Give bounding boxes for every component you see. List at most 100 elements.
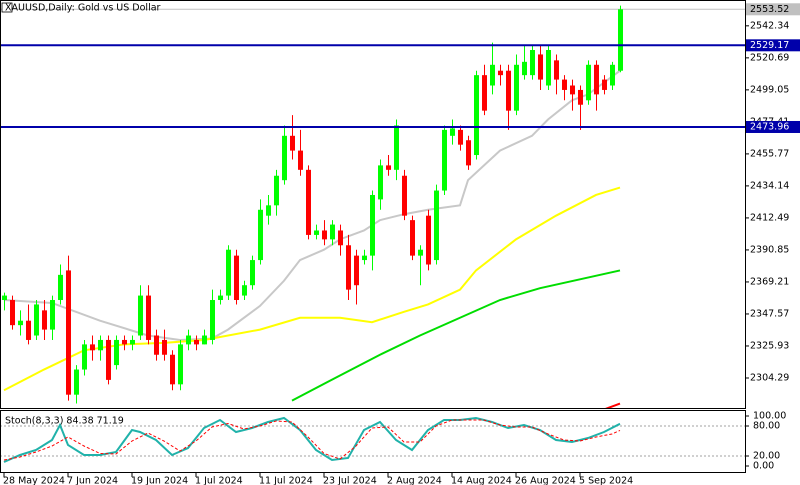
last-price-box	[746, 3, 800, 16]
indicator-plot	[1, 416, 745, 463]
series-line	[3, 69, 621, 341]
level-label-box	[746, 120, 800, 133]
x-tick-label: 1 Jul 2024	[195, 476, 243, 485]
candle-body	[562, 79, 567, 90]
candle-body	[298, 150, 303, 170]
y-tick-label: 2499.05	[750, 84, 789, 95]
candle-body	[106, 339, 111, 380]
candle-body	[514, 64, 519, 111]
y-tick-label: 2520.69	[750, 52, 789, 63]
y-tick-label: 80.00	[753, 421, 780, 432]
candle-body	[602, 79, 607, 90]
y-tick-label: 2304.29	[750, 372, 789, 383]
candle-body	[506, 70, 511, 111]
candle-body	[314, 230, 319, 235]
candle-body	[162, 339, 167, 355]
chart-title: XAUUSD,Daily: Gold vs US Dollar	[5, 3, 161, 14]
x-tick-label: 14 Aug 2024	[451, 476, 512, 485]
x-tick-label: 5 Sep 2024	[579, 476, 633, 485]
candle-body	[594, 64, 599, 95]
indicator-title: Stoch(8,3,3) 84.38 71.19	[5, 416, 124, 427]
candle-body	[530, 50, 535, 76]
candle-body	[226, 249, 231, 296]
candle-body	[58, 274, 63, 301]
candle-body	[154, 335, 159, 355]
series-line	[3, 419, 621, 461]
x-tick-label: 19 Jun 2024	[131, 476, 188, 485]
candle-body	[258, 209, 263, 261]
y-tick-label: 2455.77	[750, 148, 789, 159]
last-price-label: 2553.52	[750, 4, 789, 15]
candle-body	[546, 50, 551, 86]
level-label: 2473.96	[750, 121, 789, 132]
candle-body	[402, 175, 407, 216]
y-tick-label: 100.00	[753, 411, 786, 422]
candle-body	[442, 129, 447, 191]
candle-body	[194, 339, 199, 345]
y-tick-label: 2325.93	[750, 340, 789, 351]
y-tick-label: 2369.21	[750, 276, 789, 287]
candle-body	[34, 304, 39, 336]
candle-body	[578, 89, 583, 105]
candle-body	[474, 75, 479, 156]
candle-body	[250, 260, 255, 286]
y-tick-label: 2412.49	[750, 212, 789, 223]
x-tick-label: 26 Aug 2024	[515, 476, 576, 485]
candle-body	[410, 220, 415, 256]
candle-body	[418, 249, 423, 256]
level-label: 2529.17	[750, 40, 789, 51]
x-tick-label: 11 Jul 2024	[259, 476, 313, 485]
candle-body	[290, 135, 295, 151]
y-tick-label: 20.00	[753, 451, 780, 462]
candle-body	[98, 339, 103, 351]
candle-body	[322, 230, 327, 240]
candle-body	[210, 300, 215, 340]
candle-body	[466, 140, 471, 166]
candle-body	[170, 354, 175, 385]
candle-body	[274, 175, 279, 206]
candle-body	[458, 129, 463, 145]
candle-body	[2, 295, 7, 301]
candle-body	[362, 255, 367, 261]
candle-body	[186, 335, 191, 345]
candle-body	[330, 224, 335, 240]
candle-body	[130, 339, 135, 345]
candle-body	[378, 165, 383, 200]
main-plot	[1, 5, 745, 408]
candle-body	[522, 61, 527, 76]
candle-body	[178, 344, 183, 385]
candle-body	[306, 169, 311, 235]
level-label-box	[746, 39, 800, 52]
candle-body	[586, 64, 591, 101]
candle-body	[394, 125, 399, 170]
candle-body	[82, 344, 87, 370]
candle-body	[426, 215, 431, 265]
candle-body	[234, 255, 239, 301]
candle-body	[26, 320, 31, 340]
candle-body	[266, 205, 271, 216]
candle-body	[218, 295, 223, 301]
series-line	[605, 402, 621, 408]
candle-body	[354, 255, 359, 286]
candle-body	[610, 64, 615, 86]
candle-body	[370, 194, 375, 256]
candle-body	[346, 245, 351, 290]
x-tick-label: 7 Jun 2024	[67, 476, 118, 485]
candle-body	[450, 128, 455, 136]
candle-body	[242, 285, 247, 296]
x-tick-label: 23 Jul 2024	[323, 476, 377, 485]
candle-body	[146, 295, 151, 340]
candle-body	[66, 270, 71, 395]
candle-body	[282, 135, 287, 181]
candle-body	[538, 54, 543, 80]
y-tick-label: 2347.57	[750, 308, 789, 319]
candle-body	[482, 75, 487, 111]
candle-body	[18, 320, 23, 326]
x-tick-label: 28 May 2024	[3, 476, 65, 485]
candle-body	[114, 339, 119, 366]
candle-body	[42, 310, 47, 330]
y-tick-label: 0.00	[753, 461, 774, 472]
x-tick-label: 2 Aug 2024	[387, 476, 442, 485]
